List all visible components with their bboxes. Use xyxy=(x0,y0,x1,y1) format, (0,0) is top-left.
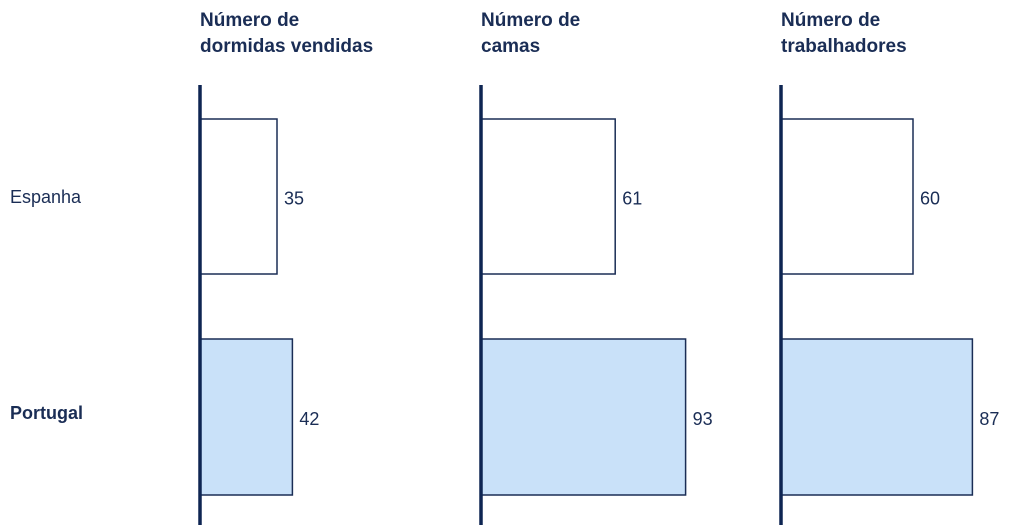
value-label: 61 xyxy=(622,188,642,208)
bar xyxy=(480,118,616,275)
panel-title: Número de trabalhadores xyxy=(781,10,907,57)
value-label: 87 xyxy=(979,409,999,429)
bar xyxy=(780,338,974,496)
category-label: Espanha xyxy=(10,187,82,207)
value-label: 93 xyxy=(693,409,713,429)
panel-title: Número de dormidas vendidas xyxy=(200,10,374,57)
bar xyxy=(199,338,294,496)
value-label: 35 xyxy=(284,188,304,208)
value-label: 60 xyxy=(920,188,940,208)
category-label: Portugal xyxy=(10,403,84,423)
bar xyxy=(780,118,914,275)
panel-title: Número de camas xyxy=(481,10,581,57)
value-label: 42 xyxy=(299,409,319,429)
bar xyxy=(480,338,687,496)
bar xyxy=(199,118,278,275)
